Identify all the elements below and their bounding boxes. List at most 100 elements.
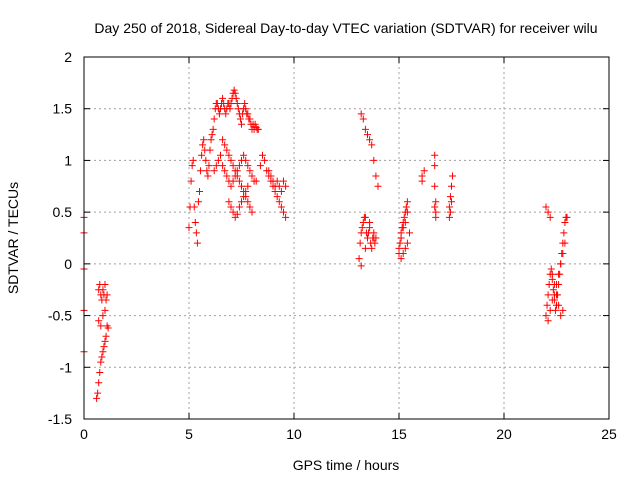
data-point [432, 198, 440, 206]
data-point [361, 213, 369, 221]
data-point [368, 244, 376, 252]
data-point [555, 270, 563, 278]
data-point [557, 260, 565, 268]
data-point [244, 198, 252, 206]
data-point [431, 162, 439, 170]
data-point [101, 306, 109, 314]
data-point [357, 262, 365, 270]
data-point [560, 229, 568, 237]
data-point [261, 156, 269, 164]
data-point [219, 162, 227, 170]
data-point [448, 182, 455, 190]
data-point [544, 317, 552, 325]
data-point [99, 312, 107, 320]
data-point [101, 337, 109, 345]
data-point [222, 110, 230, 118]
y-tick-label: 0.5 [53, 204, 73, 220]
data-point [212, 162, 220, 170]
data-point [431, 203, 439, 211]
data-point [221, 141, 229, 149]
data-point [543, 301, 551, 309]
data-point [225, 151, 233, 159]
data-point [256, 162, 264, 170]
data-point [229, 177, 237, 185]
y-tick-label: -1.5 [48, 411, 72, 427]
data-point [242, 156, 250, 164]
data-point [550, 281, 558, 289]
data-point [188, 162, 196, 170]
data-point [431, 182, 439, 190]
data-point [399, 224, 407, 232]
data-point [366, 218, 374, 226]
data-point [561, 218, 569, 226]
data-point [199, 141, 207, 149]
y-tick-label: -1 [60, 359, 73, 375]
data-point [359, 218, 367, 226]
data-point [282, 182, 290, 190]
data-point [542, 203, 550, 211]
data-point [445, 213, 453, 221]
data-point [368, 141, 376, 149]
data-point [242, 105, 250, 113]
data-point [359, 115, 367, 123]
data-point [355, 255, 363, 263]
data-point [235, 177, 243, 185]
data-point [548, 296, 556, 304]
data-point [210, 167, 218, 175]
data-point [223, 146, 231, 154]
data-point [446, 193, 454, 201]
data-point [449, 172, 457, 180]
data-point [358, 224, 366, 232]
data-point [246, 115, 254, 123]
x-tick-label: 0 [80, 426, 88, 442]
data-point [99, 286, 107, 294]
data-point [104, 324, 112, 332]
data-point [559, 306, 567, 314]
y-tick-label: 1.5 [53, 101, 73, 117]
data-point [192, 229, 200, 237]
data-point [275, 198, 283, 206]
data-point [403, 208, 411, 216]
data-point [282, 213, 290, 221]
data-point [205, 162, 213, 170]
data-point [209, 125, 217, 133]
data-point [273, 193, 281, 201]
data-point [97, 358, 105, 366]
x-tick-label: 10 [286, 426, 302, 442]
data-point [366, 136, 374, 144]
data-point [555, 301, 563, 309]
y-axis-ticks: -1.5 -1 -0.5 0 0.5 1 1.5 2 [48, 49, 609, 427]
data-point [223, 172, 231, 180]
data-point [200, 136, 208, 144]
data-point [94, 389, 102, 397]
data-point [403, 239, 411, 247]
data-point [280, 208, 287, 216]
x-tick-label: 25 [601, 426, 617, 442]
data-point [546, 306, 554, 314]
y-tick-label: -0.5 [48, 308, 72, 324]
y-tick-label: 2 [64, 49, 72, 65]
data-point [230, 86, 238, 94]
data-point [235, 203, 243, 211]
data-point [546, 213, 554, 221]
x-axis-label: GPS time / hours [293, 457, 400, 473]
data-point [93, 394, 101, 402]
data-point [544, 208, 552, 216]
data-point [248, 208, 256, 216]
data-point [241, 100, 249, 108]
data-point [206, 146, 214, 154]
data-point [553, 291, 560, 299]
data-point [549, 286, 557, 294]
data-point [400, 213, 408, 221]
data-point [542, 312, 550, 320]
data-point [432, 213, 440, 221]
data-point [221, 167, 229, 175]
x-tick-label: 15 [391, 426, 407, 442]
data-point [227, 100, 235, 108]
data-point [267, 172, 275, 180]
data-point [238, 182, 245, 190]
data-point [103, 291, 111, 299]
data-point [217, 151, 224, 159]
